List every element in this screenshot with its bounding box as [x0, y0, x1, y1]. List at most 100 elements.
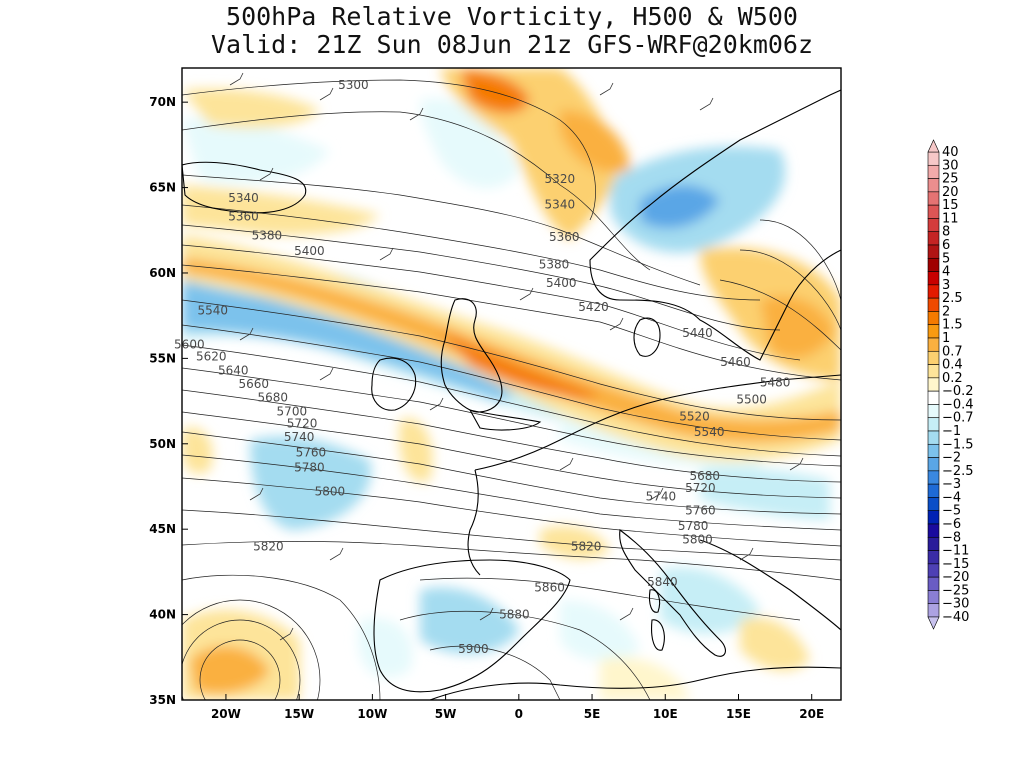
- lat-tick-label: 60N: [149, 266, 176, 280]
- colorbar-label: 1: [942, 331, 950, 346]
- contour-label: 5360: [228, 210, 259, 224]
- colorbar-swatch: [927, 510, 940, 525]
- contour-label: 5780: [294, 461, 325, 475]
- lon-tick-label: 15E: [726, 707, 751, 721]
- lat-tick-label: 45N: [149, 522, 176, 536]
- colorbar-swatch: [927, 151, 940, 166]
- colorbar-label: 8: [942, 225, 950, 240]
- contour-label: 5300: [338, 78, 369, 92]
- colorbar-swatch: [927, 337, 940, 352]
- contour-label: 5680: [690, 469, 721, 483]
- contour-label: 5400: [546, 276, 577, 290]
- contour-label: 5520: [679, 409, 710, 423]
- contour-label: 5820: [571, 539, 602, 553]
- colorbar-label: 0.7: [942, 344, 963, 359]
- colorbar-label: 11: [942, 211, 959, 226]
- colorbar-swatch: [927, 257, 940, 272]
- colorbar-label: 30: [942, 158, 959, 173]
- contour-label: 5540: [197, 304, 228, 318]
- colorbar-label: −8: [942, 530, 961, 545]
- lon-tick-label: 15W: [284, 707, 314, 721]
- contour-label: 5740: [284, 430, 315, 444]
- colorbar-label: 25: [942, 172, 959, 187]
- colorbar-label: −3: [942, 477, 961, 492]
- contour-label: 5820: [253, 539, 284, 553]
- colorbar-label: 6: [942, 238, 950, 253]
- contour-label: 5640: [218, 363, 249, 377]
- latitude-axis: 35N 40N 45N 50N 55N 60N 65N 70N: [149, 95, 188, 707]
- colorbar-swatch: [927, 536, 940, 551]
- chart-title: 500hPa Relative Vorticity, H500 & W500: [226, 2, 798, 31]
- colorbar-label: −4: [942, 490, 961, 505]
- colorbar-label: 15: [942, 198, 959, 213]
- colorbar-label: −5: [942, 504, 961, 519]
- colorbar-swatch: [927, 271, 940, 286]
- colorbar: 403025201511865432.521.510.70.40.2−0.2−0…: [927, 139, 974, 630]
- contour-label: 5420: [578, 300, 609, 314]
- contour-label: 5380: [539, 257, 570, 271]
- lat-tick-label: 35N: [149, 693, 176, 707]
- colorbar-swatch: [927, 603, 940, 618]
- colorbar-top-cap: [927, 139, 940, 153]
- colorbar-swatch: [927, 164, 940, 179]
- colorbar-swatch: [927, 457, 940, 472]
- colorbar-swatch: [927, 218, 940, 233]
- lon-tick-label: 5E: [584, 707, 601, 721]
- colorbar-swatch: [927, 483, 940, 498]
- colorbar-label: 20: [942, 185, 959, 200]
- colorbar-label: −25: [942, 583, 969, 598]
- colorbar-label: −11: [942, 544, 969, 559]
- contour-label: 5880: [499, 608, 530, 622]
- contour-label: 5900: [458, 642, 489, 656]
- colorbar-swatch: [927, 404, 940, 419]
- contour-label: 5340: [545, 198, 576, 212]
- contour-label: 5700: [277, 404, 308, 418]
- contour-label: 5720: [287, 416, 318, 430]
- colorbar-swatch: [927, 563, 940, 578]
- contour-label: 5860: [534, 580, 565, 594]
- colorbar-label: 0.2: [942, 371, 963, 386]
- colorbar-label: −20: [942, 570, 969, 585]
- contour-label: 5440: [682, 326, 713, 340]
- colorbar-label: −1: [942, 424, 961, 439]
- lat-tick-label: 50N: [149, 437, 176, 451]
- colorbar-bottom-cap: [927, 616, 940, 630]
- colorbar-label: −0.7: [942, 411, 974, 426]
- plot-frame: [181, 67, 842, 701]
- contour-label: 5660: [238, 377, 269, 391]
- wind-barbs: [229, 72, 804, 641]
- colorbar-label: −15: [942, 557, 969, 572]
- chart-subtitle: Valid: 21Z Sun 08Jun 21z GFS-WRF@20km06z: [210, 30, 814, 59]
- longitude-axis: 20W 15W 10W 5W 0 5E 10E 15E 20E: [211, 694, 824, 721]
- colorbar-swatch: [927, 497, 940, 512]
- lat-tick-label: 55N: [149, 351, 176, 365]
- contour-label: 5680: [258, 391, 289, 405]
- colorbar-swatch: [927, 244, 940, 259]
- colorbar-label: −2: [942, 451, 961, 466]
- colorbar-swatch: [927, 297, 940, 312]
- contour-label: 5380: [252, 228, 283, 242]
- colorbar-label: −0.4: [942, 397, 974, 412]
- height-contours: [182, 79, 841, 700]
- colorbar-swatch: [927, 550, 940, 565]
- colorbar-swatch: [927, 350, 940, 365]
- colorbar-label: 5: [942, 251, 950, 266]
- contour-label: 5460: [720, 355, 751, 369]
- coastlines: [182, 89, 841, 700]
- contour-label: 5800: [315, 485, 346, 499]
- lon-tick-label: 10E: [653, 707, 678, 721]
- colorbar-swatch: [927, 364, 940, 379]
- contour-label: 5840: [647, 575, 678, 589]
- colorbar-swatch: [927, 324, 940, 339]
- colorbar-swatch: [927, 523, 940, 538]
- contour-label: 5480: [760, 375, 791, 389]
- colorbar-swatch: [927, 590, 940, 605]
- colorbar-swatch: [927, 417, 940, 432]
- colorbar-label: −1.5: [942, 437, 974, 452]
- colorbar-swatch: [927, 576, 940, 591]
- contour-label: 5320: [545, 172, 576, 186]
- colorbar-swatch: [927, 231, 940, 246]
- colorbar-label: −30: [942, 597, 969, 612]
- lon-tick-label: 20W: [211, 707, 241, 721]
